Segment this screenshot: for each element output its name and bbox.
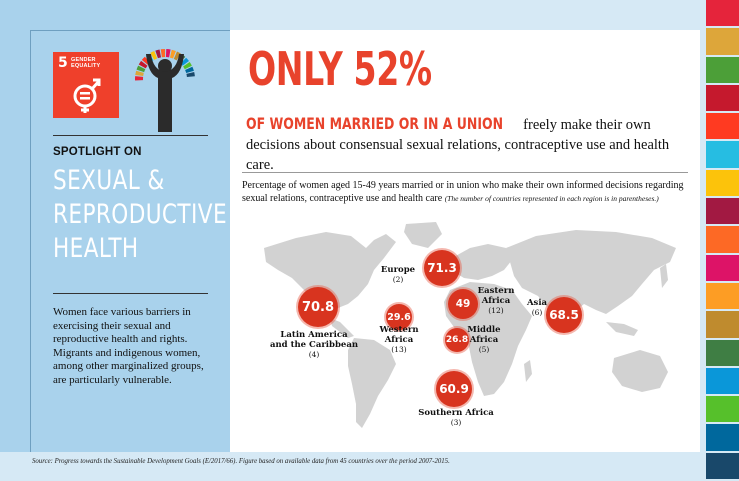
region-bubble-asia: 68.5 bbox=[546, 297, 582, 333]
region-label-latin-america: Latin America and the Caribbean (4) bbox=[266, 330, 362, 360]
region-label-asia: Asia (6) bbox=[522, 298, 552, 318]
wheel-segment bbox=[135, 70, 144, 77]
sdg-stripe bbox=[706, 254, 739, 281]
world-map bbox=[264, 222, 676, 428]
region-bubble-eastern-africa: 49 bbox=[448, 289, 478, 319]
sdg-stripe bbox=[706, 226, 739, 253]
sdg-stripe bbox=[706, 141, 739, 168]
region-bubble-western-africa: 29.6 bbox=[386, 304, 412, 330]
region-name-line1: Asia bbox=[526, 298, 548, 308]
sdg-stripe bbox=[706, 339, 739, 366]
sdg-stripe bbox=[706, 452, 739, 479]
subheadline-rest: freely make their own decisions about co… bbox=[246, 117, 670, 173]
region-label-eastern-africa: Eastern Africa (12) bbox=[474, 286, 518, 316]
sdg-stripe bbox=[706, 113, 739, 140]
region-name-line2: Africa bbox=[384, 335, 414, 345]
region-name-line1: Southern Africa bbox=[418, 408, 494, 418]
wheel-segment bbox=[183, 61, 192, 70]
sdg-wheel-person-icon bbox=[135, 49, 195, 132]
region-name-line1: Europe bbox=[380, 265, 416, 275]
wheel-segment bbox=[136, 65, 146, 73]
sdg-stripe bbox=[706, 198, 739, 225]
headline: ONLY 52% bbox=[248, 42, 432, 96]
region-count: (13) bbox=[391, 345, 407, 354]
wheel-segment bbox=[135, 76, 144, 81]
sdg-stripe bbox=[706, 84, 739, 112]
sdg-stripe bbox=[706, 28, 739, 55]
left-frame bbox=[30, 30, 230, 452]
region-count: (4) bbox=[308, 350, 320, 359]
title-line2: REPRODUCTIVE bbox=[53, 199, 228, 230]
sdg-stripe bbox=[706, 311, 739, 338]
region-bubble-middle-africa: 26.8 bbox=[445, 328, 469, 352]
spotlight-title: SEXUAL & REPRODUCTIVE HEALTH bbox=[53, 164, 227, 266]
left-divider-bottom bbox=[53, 293, 208, 294]
region-count: (3) bbox=[450, 418, 462, 427]
sdg-stripe bbox=[706, 169, 739, 197]
region-bubble-europe: 71.3 bbox=[424, 250, 460, 286]
wheel-segment bbox=[165, 49, 171, 58]
sdg-stripe bbox=[706, 0, 739, 27]
sdg-number: 5 bbox=[58, 55, 68, 71]
subheadline-highlight: OF WOMEN MARRIED OR IN A UNION bbox=[246, 114, 504, 133]
wheel-segment bbox=[138, 60, 148, 69]
wheel-segment bbox=[155, 49, 162, 59]
region-name-line1: Eastern bbox=[477, 286, 515, 296]
wheel-segment bbox=[185, 66, 194, 74]
region-bubble-latin-america: 70.8 bbox=[298, 287, 338, 327]
left-body-text: Women face various barriers in exercisin… bbox=[53, 306, 204, 386]
source-note: Source: Progress towards the Sustainable… bbox=[32, 458, 450, 465]
region-name-line2: and the Caribbean bbox=[269, 340, 359, 350]
sdg-stripe bbox=[706, 282, 739, 310]
description-note: (The number of countries represented in … bbox=[444, 193, 659, 203]
region-label-europe: Europe (2) bbox=[376, 265, 420, 285]
region-name-line2: Africa bbox=[481, 296, 511, 306]
sdg-title: GENDER EQUALITY bbox=[71, 57, 100, 69]
sdg-stripe bbox=[706, 56, 739, 83]
region-count: (2) bbox=[392, 275, 404, 284]
region-name-line2: Africa bbox=[469, 335, 499, 345]
sdg-title-line1: GENDER bbox=[71, 57, 96, 63]
left-divider-top bbox=[53, 135, 208, 136]
title-line3: HEALTH bbox=[53, 233, 139, 264]
region-label-southern-africa: Southern Africa (3) bbox=[414, 408, 498, 428]
description-text: Percentage of women aged 15-49 years mar… bbox=[242, 180, 684, 204]
sdg-color-stripes bbox=[706, 0, 739, 481]
region-bubble-southern-africa: 60.9 bbox=[436, 371, 472, 407]
region-name-line1: Middle bbox=[467, 325, 501, 335]
region-count: (6) bbox=[531, 308, 543, 317]
title-line1: SEXUAL & bbox=[53, 165, 165, 196]
region-count: (5) bbox=[478, 345, 490, 354]
region-name-line1: Latin America bbox=[280, 330, 348, 340]
sdg-goal-5-tile: 5 GENDER EQUALITY bbox=[53, 52, 119, 118]
spotlight-label: SPOTLIGHT ON bbox=[53, 146, 142, 158]
main-divider bbox=[242, 172, 688, 173]
region-label-western-africa: Western Africa (13) bbox=[376, 325, 422, 355]
map-description: Percentage of women aged 15-49 years mar… bbox=[242, 180, 692, 205]
gender-equality-icon bbox=[73, 78, 101, 113]
region-label-middle-africa: Middle Africa (5) bbox=[464, 325, 504, 355]
subheadline: OF WOMEN MARRIED OR IN A UNION freely ma… bbox=[246, 114, 696, 175]
wheel-segment bbox=[173, 51, 181, 61]
sdg-stripe bbox=[706, 367, 739, 395]
sdg-stripe bbox=[706, 424, 739, 451]
wheel-segment bbox=[180, 57, 189, 66]
sdg-stripe bbox=[706, 396, 739, 423]
wheel-segment bbox=[150, 50, 158, 60]
sdg-title-line2: EQUALITY bbox=[71, 63, 101, 69]
wheel-segment bbox=[169, 49, 176, 59]
region-name-line1: Western bbox=[379, 325, 419, 335]
region-count: (12) bbox=[488, 306, 504, 315]
wheel-segment bbox=[186, 72, 195, 78]
wheel-segment bbox=[160, 49, 166, 58]
